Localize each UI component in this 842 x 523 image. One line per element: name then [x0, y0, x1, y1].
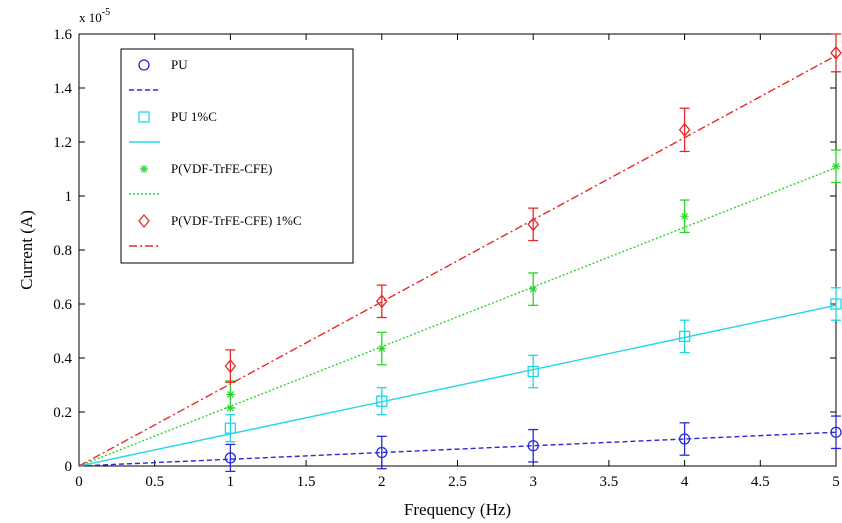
data-point: [375, 294, 388, 309]
legend-box: [120, 48, 354, 264]
y-tick-label: 1.6: [53, 27, 72, 43]
y-tick-label: 0.4: [53, 351, 72, 367]
y-exponent: x 10-5: [79, 7, 110, 25]
star-stroke: [378, 345, 386, 352]
x-tick-label: 0: [75, 474, 83, 490]
star-stroke: [681, 212, 689, 220]
data-point: [376, 446, 388, 459]
y-exponent-base: x 10: [79, 10, 102, 25]
y-tick-label: 0.8: [53, 243, 72, 259]
y-axis-title: Current (A): [17, 210, 36, 290]
data-point: [830, 298, 842, 310]
legend-marker: [140, 165, 148, 173]
x-axis-title: Frequency (Hz): [404, 500, 511, 519]
legend-label: P(VDF-TrFE-CFE) 1%C: [171, 213, 302, 228]
y-tick-label: 1.2: [53, 135, 72, 151]
legend-marker: [138, 111, 150, 123]
legend: PU PU 1%C P(VDF-TrFE-CFE) P(VDF-TrFE-CFE) 1…: [120, 48, 354, 264]
x-tick-label: 2.5: [448, 474, 467, 490]
data-point: [529, 285, 538, 294]
data-point: [376, 395, 388, 407]
legend-label: PU 1%C: [171, 109, 217, 124]
legend-label: PU: [171, 57, 188, 72]
x-tick-label: 0.5: [145, 474, 164, 490]
series-line: [78, 304, 837, 467]
series-1: [78, 287, 842, 467]
data-point: [527, 365, 539, 378]
data-point: [377, 344, 386, 353]
data-point: [678, 433, 691, 445]
data-point: [224, 359, 237, 374]
y-exponent-power: -5: [102, 7, 110, 18]
data-point: [830, 45, 842, 60]
data-point: [224, 452, 237, 464]
x-tick-label: 5: [832, 474, 840, 490]
y-tick-label: 1.4: [53, 81, 72, 97]
data-point: [527, 440, 539, 452]
x-tick-label: 1.5: [297, 474, 316, 490]
star-stroke: [226, 391, 234, 398]
data-point: [527, 217, 540, 232]
star-stroke: [529, 285, 537, 293]
data-point: [224, 422, 237, 434]
y-tick-label: 0: [65, 459, 73, 475]
data-point: [226, 403, 235, 412]
x-tick-label: 4.5: [751, 474, 770, 490]
y-tick-label: 1: [65, 189, 73, 205]
legend-marker: [138, 59, 150, 71]
star-stroke: [832, 162, 840, 170]
legend-label: P(VDF-TrFE-CFE): [171, 161, 272, 176]
x-tick-label: 2: [378, 474, 386, 490]
star-stroke: [226, 404, 234, 412]
data-point: [678, 122, 691, 137]
star-stroke: [140, 165, 148, 173]
series-2: [78, 149, 841, 467]
y-tick-label: 0.6: [53, 297, 72, 313]
x-tick-label: 1: [227, 474, 235, 490]
data-point: [226, 390, 235, 399]
data-point: [832, 162, 840, 171]
data-point: [678, 330, 691, 343]
series-line: [78, 431, 837, 467]
data-point: [830, 426, 842, 438]
y-tick-label: 0.2: [53, 405, 72, 421]
series-3: [78, 33, 842, 467]
x-tick-label: 3: [529, 474, 537, 490]
series-0: [78, 415, 842, 473]
legend-marker: [138, 213, 150, 229]
data-point: [680, 212, 689, 221]
x-tick-label: 3.5: [600, 474, 619, 490]
x-tick-label: 4: [681, 474, 689, 490]
